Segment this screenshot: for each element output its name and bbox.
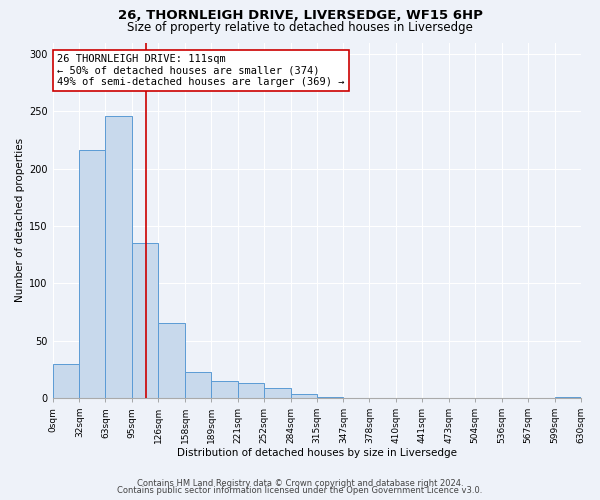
Bar (53, 364, 79, 398)
X-axis label: Distribution of detached houses by size in Liversedge: Distribution of detached houses by size … (176, 448, 457, 458)
Bar (132, 243, 158, 398)
Bar (185, 372, 211, 398)
Text: Contains HM Land Registry data © Crown copyright and database right 2024.: Contains HM Land Registry data © Crown c… (137, 478, 463, 488)
Y-axis label: Number of detached properties: Number of detached properties (15, 138, 25, 302)
Bar (554, 397, 581, 398)
Bar (317, 397, 343, 398)
Text: Contains public sector information licensed under the Open Government Licence v3: Contains public sector information licen… (118, 486, 482, 495)
Bar (238, 383, 264, 398)
Bar (264, 388, 290, 398)
Text: Size of property relative to detached houses in Liversedge: Size of property relative to detached ho… (127, 21, 473, 34)
Text: 26, THORNLEIGH DRIVE, LIVERSEDGE, WF15 6HP: 26, THORNLEIGH DRIVE, LIVERSEDGE, WF15 6… (118, 9, 482, 22)
Bar (158, 324, 185, 398)
Bar (79, 150, 106, 398)
Text: 26 THORNLEIGH DRIVE: 111sqm
← 50% of detached houses are smaller (374)
49% of se: 26 THORNLEIGH DRIVE: 111sqm ← 50% of det… (57, 54, 344, 87)
Bar (106, 116, 132, 398)
Bar (290, 394, 317, 398)
Bar (211, 380, 238, 398)
